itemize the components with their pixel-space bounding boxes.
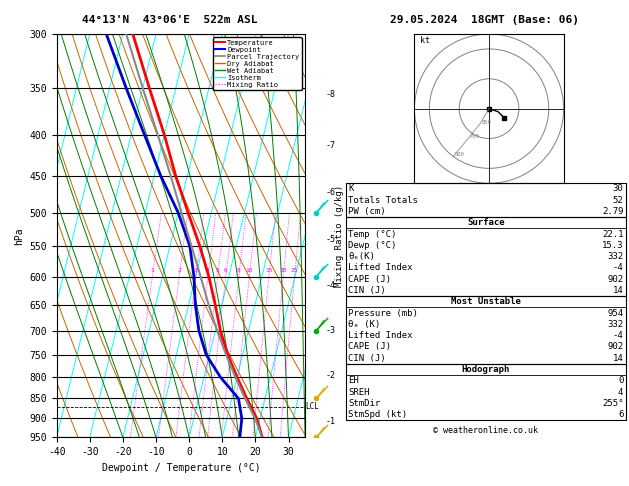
- Text: 700: 700: [470, 135, 479, 139]
- Text: Pressure (mb): Pressure (mb): [348, 309, 418, 318]
- Legend: Temperature, Dewpoint, Parcel Trajectory, Dry Adiabat, Wet Adiabat, Isotherm, Mi: Temperature, Dewpoint, Parcel Trajectory…: [213, 37, 301, 90]
- X-axis label: Dewpoint / Temperature (°C): Dewpoint / Temperature (°C): [101, 463, 260, 473]
- Text: © weatheronline.co.uk: © weatheronline.co.uk: [433, 426, 538, 435]
- Text: -4: -4: [613, 331, 623, 340]
- Text: 52: 52: [613, 196, 623, 205]
- Text: -8: -8: [326, 90, 336, 100]
- Text: StmSpd (kt): StmSpd (kt): [348, 410, 408, 419]
- Text: 1: 1: [150, 268, 154, 273]
- Text: -1: -1: [326, 417, 336, 426]
- Text: θₑ(K): θₑ(K): [348, 252, 376, 261]
- Text: 44°13'N  43°06'E  522m ASL: 44°13'N 43°06'E 522m ASL: [82, 15, 258, 25]
- Text: LCL: LCL: [305, 402, 319, 411]
- Text: Dewp (°C): Dewp (°C): [348, 241, 397, 250]
- Text: 6: 6: [618, 410, 623, 419]
- Text: 25: 25: [291, 268, 298, 273]
- Text: Temp (°C): Temp (°C): [348, 229, 397, 239]
- Text: Mixing Ratio (g/kg): Mixing Ratio (g/kg): [335, 185, 343, 287]
- Text: Lifted Index: Lifted Index: [348, 263, 413, 273]
- Text: 4: 4: [618, 388, 623, 397]
- Text: 20: 20: [279, 268, 287, 273]
- Text: 5: 5: [216, 268, 220, 273]
- Text: Most Unstable: Most Unstable: [451, 297, 521, 306]
- Text: 500: 500: [455, 153, 464, 157]
- Text: -2: -2: [326, 371, 336, 380]
- Text: 14: 14: [613, 286, 623, 295]
- Text: -5: -5: [326, 235, 336, 244]
- Text: PW (cm): PW (cm): [348, 207, 386, 216]
- Text: CAPE (J): CAPE (J): [348, 275, 391, 284]
- Text: -3: -3: [326, 326, 336, 335]
- Text: 10: 10: [245, 268, 253, 273]
- Text: kt: kt: [420, 36, 430, 45]
- Text: 29.05.2024  18GMT (Base: 06): 29.05.2024 18GMT (Base: 06): [390, 15, 579, 25]
- Text: -6: -6: [326, 188, 336, 197]
- Text: 15: 15: [265, 268, 272, 273]
- Text: 255°: 255°: [602, 399, 623, 408]
- Text: CIN (J): CIN (J): [348, 286, 386, 295]
- Text: 954: 954: [607, 309, 623, 318]
- Text: Surface: Surface: [467, 218, 504, 227]
- Text: 14: 14: [613, 354, 623, 363]
- Text: 22.1: 22.1: [602, 229, 623, 239]
- Text: EH: EH: [348, 376, 359, 385]
- Text: 0: 0: [618, 376, 623, 385]
- Text: Lifted Index: Lifted Index: [348, 331, 413, 340]
- Text: 2: 2: [177, 268, 181, 273]
- Text: 902: 902: [607, 275, 623, 284]
- Text: StmDir: StmDir: [348, 399, 381, 408]
- Text: K: K: [348, 184, 354, 193]
- Text: 902: 902: [607, 343, 623, 351]
- Text: -7: -7: [326, 140, 336, 150]
- Text: Totals Totals: Totals Totals: [348, 196, 418, 205]
- Text: -4: -4: [326, 281, 336, 290]
- Text: 30: 30: [613, 184, 623, 193]
- Text: 2.79: 2.79: [602, 207, 623, 216]
- Text: 850: 850: [482, 120, 491, 124]
- Text: 15.3: 15.3: [602, 241, 623, 250]
- Text: 8: 8: [237, 268, 241, 273]
- Text: 332: 332: [607, 320, 623, 329]
- Text: Hodograph: Hodograph: [462, 365, 510, 374]
- Text: CAPE (J): CAPE (J): [348, 343, 391, 351]
- Text: SREH: SREH: [348, 388, 370, 397]
- Y-axis label: hPa: hPa: [14, 227, 24, 244]
- Text: 3: 3: [194, 268, 198, 273]
- Text: CIN (J): CIN (J): [348, 354, 386, 363]
- Text: 4: 4: [206, 268, 210, 273]
- Text: 6: 6: [224, 268, 228, 273]
- Text: -4: -4: [613, 263, 623, 273]
- Text: θₑ (K): θₑ (K): [348, 320, 381, 329]
- Text: 332: 332: [607, 252, 623, 261]
